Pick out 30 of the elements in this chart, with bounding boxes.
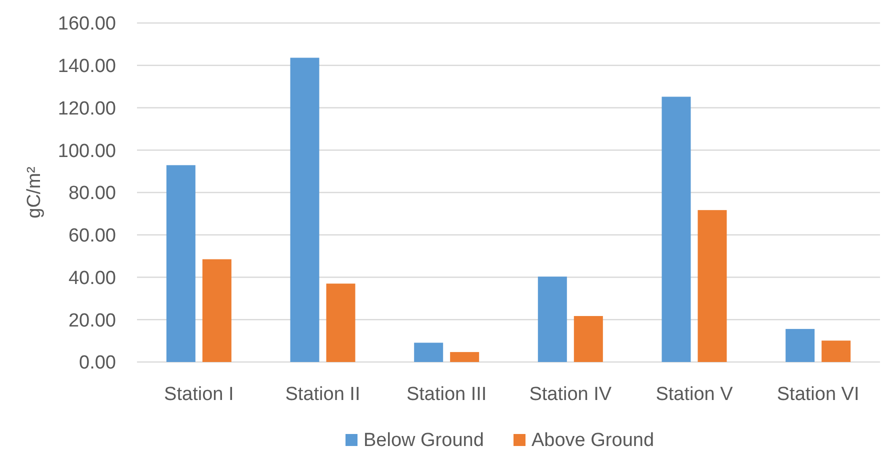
bar bbox=[698, 210, 727, 362]
bar bbox=[166, 165, 196, 362]
bar bbox=[786, 328, 815, 362]
x-tick-label: Station VI bbox=[776, 384, 860, 405]
y-tick-label: 140.00 bbox=[58, 56, 116, 78]
x-tick-label: Station III bbox=[406, 384, 487, 405]
x-tick-label: Station V bbox=[656, 384, 734, 405]
y-tick-label: 160.00 bbox=[58, 14, 116, 35]
bar bbox=[290, 58, 320, 362]
bar bbox=[450, 352, 480, 362]
bar bbox=[414, 342, 444, 362]
legend-label: Above Ground bbox=[532, 430, 654, 451]
y-tick-label: 0.00 bbox=[79, 352, 116, 374]
bar bbox=[538, 276, 567, 362]
y-tick-label: 40.00 bbox=[68, 268, 116, 289]
x-tick-label: Station II bbox=[285, 384, 360, 405]
x-tick-label: Station I bbox=[164, 384, 234, 405]
bar bbox=[574, 316, 603, 362]
bar bbox=[326, 284, 356, 362]
legend-label: Below Ground bbox=[364, 430, 484, 451]
x-tick-label: Station IV bbox=[529, 384, 612, 405]
bar bbox=[202, 259, 232, 362]
bar bbox=[822, 340, 851, 362]
y-tick-label: 20.00 bbox=[68, 310, 116, 332]
y-tick-label: 120.00 bbox=[58, 98, 116, 120]
y-tick-label: 60.00 bbox=[68, 226, 116, 247]
bar bbox=[662, 96, 691, 362]
y-tick-label: 80.00 bbox=[68, 183, 116, 204]
y-tick-label: 100.00 bbox=[58, 140, 116, 162]
y-axis-title: gC/m² bbox=[24, 166, 45, 218]
